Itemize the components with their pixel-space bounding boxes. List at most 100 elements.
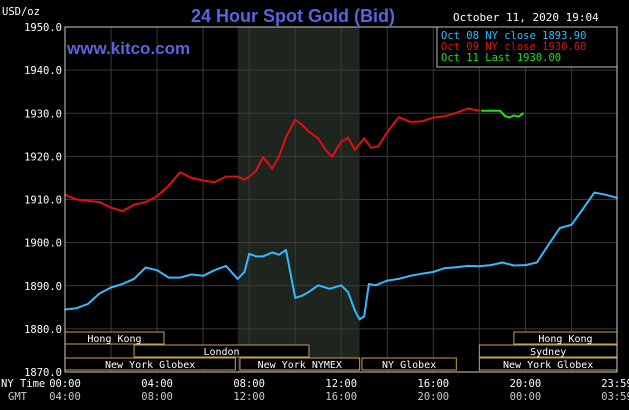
x-tick-label-gmt: 00:00 — [510, 391, 542, 403]
series-point-1 — [110, 206, 112, 209]
series-point-1 — [432, 116, 435, 119]
series-point-0 — [308, 290, 310, 293]
series-point-0 — [466, 265, 469, 267]
series-point-1 — [409, 120, 412, 123]
x-tick-label-ny: 00:00 — [49, 378, 81, 390]
series-point-1 — [144, 201, 147, 203]
y-tick-label: 1930.0 — [24, 108, 62, 120]
series-point-1 — [213, 181, 216, 184]
x-tick-label-ny: 16:00 — [418, 378, 450, 390]
y-tick-label: 1950.0 — [24, 22, 62, 34]
series-point-1 — [202, 179, 205, 182]
series-point-0 — [133, 277, 135, 280]
series-point-1 — [121, 210, 124, 213]
series-point-0 — [243, 271, 246, 273]
series-point-1 — [248, 175, 251, 178]
series-point-1 — [255, 170, 257, 172]
series-point-1 — [190, 177, 193, 179]
session-label: New York NYMEX — [258, 360, 342, 371]
series-point-0 — [213, 269, 216, 272]
series-point-0 — [535, 261, 538, 264]
series-point-1 — [308, 130, 310, 133]
series-point-1 — [370, 146, 373, 149]
x-tick-label-ny: 08:00 — [233, 378, 265, 390]
series-point-0 — [301, 294, 303, 297]
x-tick-label-ny: 20:00 — [510, 378, 542, 390]
series-point-0 — [236, 277, 239, 280]
series-point-2 — [522, 112, 524, 115]
x-tick-label-gmt: 20:00 — [418, 391, 450, 403]
series-point-0 — [98, 292, 101, 295]
series-line-0 — [64, 191, 618, 321]
series-point-0 — [354, 309, 356, 312]
legend: Oct 08 NY close 1893.90 Oct 09 NY close … — [436, 26, 618, 68]
series-point-0 — [524, 264, 527, 266]
series-point-0 — [248, 252, 251, 255]
series-point-0 — [294, 296, 297, 299]
session-box — [361, 357, 457, 371]
y-tick-label: 1890.0 — [24, 281, 62, 293]
series-point-2 — [499, 109, 501, 112]
series-point-1 — [243, 178, 246, 181]
series-point-1 — [347, 136, 350, 139]
series-point-0 — [144, 266, 147, 269]
session-label: New York Globex — [503, 360, 593, 371]
series-point-0 — [271, 251, 274, 254]
series-point-1 — [179, 171, 181, 174]
series-point-0 — [190, 273, 193, 276]
grid-layer — [65, 26, 617, 373]
series-line-2 — [481, 109, 524, 119]
series-point-0 — [358, 318, 361, 321]
series-point-0 — [397, 277, 400, 280]
series-line-1 — [64, 107, 480, 213]
series-point-0 — [512, 264, 515, 267]
y-tick-label: 1900.0 — [24, 238, 62, 250]
tick-layer: 1950.0 1940.0 1930.0 1920.0 1910.0 1900.0 1890… — [24, 22, 629, 403]
series-point-1 — [262, 156, 264, 159]
series-point-0 — [167, 276, 170, 279]
series-point-0 — [420, 272, 423, 275]
session-label: London — [203, 347, 239, 358]
x-tick-label-gmt: 04:00 — [49, 391, 81, 403]
session-box — [133, 344, 310, 358]
x-tick-label-gmt: 12:00 — [233, 391, 265, 403]
series-point-1 — [466, 107, 469, 110]
series-point-1 — [397, 116, 400, 119]
series-point-0 — [340, 284, 343, 287]
series-point-1 — [377, 145, 379, 148]
series-point-2 — [517, 115, 520, 118]
series-point-1 — [301, 123, 303, 126]
series-point-1 — [363, 137, 366, 140]
y-tick-label: 1880.0 — [24, 324, 62, 336]
session-label: Hong Kong — [538, 334, 592, 345]
series-point-0 — [255, 255, 257, 258]
series-point-0 — [432, 271, 435, 273]
session-label: Sydney — [530, 347, 566, 358]
series-point-0 — [121, 283, 124, 285]
series-point-0 — [367, 283, 370, 285]
chart-title: 24 Hour Spot Gold (Bid) — [191, 6, 395, 26]
series-point-0 — [75, 307, 78, 310]
series-point-0 — [285, 249, 287, 251]
watermark: www.kitco.com — [66, 39, 190, 58]
series-point-0 — [409, 274, 412, 277]
series-point-1 — [156, 195, 158, 197]
series-point-1 — [236, 175, 239, 178]
series-point-1 — [331, 155, 333, 158]
datetime-label: October 11, 2020 19:04 — [453, 11, 599, 24]
series-point-0 — [501, 261, 504, 264]
series-point-1 — [75, 198, 78, 201]
series-point-0 — [559, 227, 561, 229]
series-point-1 — [285, 136, 287, 138]
series-point-1 — [133, 203, 135, 206]
series-point-2 — [489, 109, 492, 112]
series-point-0 — [363, 315, 366, 318]
legend-entry-oct11: Oct 11 Last 1930.00 — [441, 52, 561, 64]
plot-frame — [64, 26, 618, 373]
y-axis-label: USD/oz — [2, 6, 40, 18]
legend-entry-oct09: Oct 09 NY close 1930.60 — [441, 41, 586, 53]
series-point-1 — [225, 175, 228, 178]
series-point-2 — [512, 114, 515, 117]
series-point-0 — [547, 243, 550, 246]
